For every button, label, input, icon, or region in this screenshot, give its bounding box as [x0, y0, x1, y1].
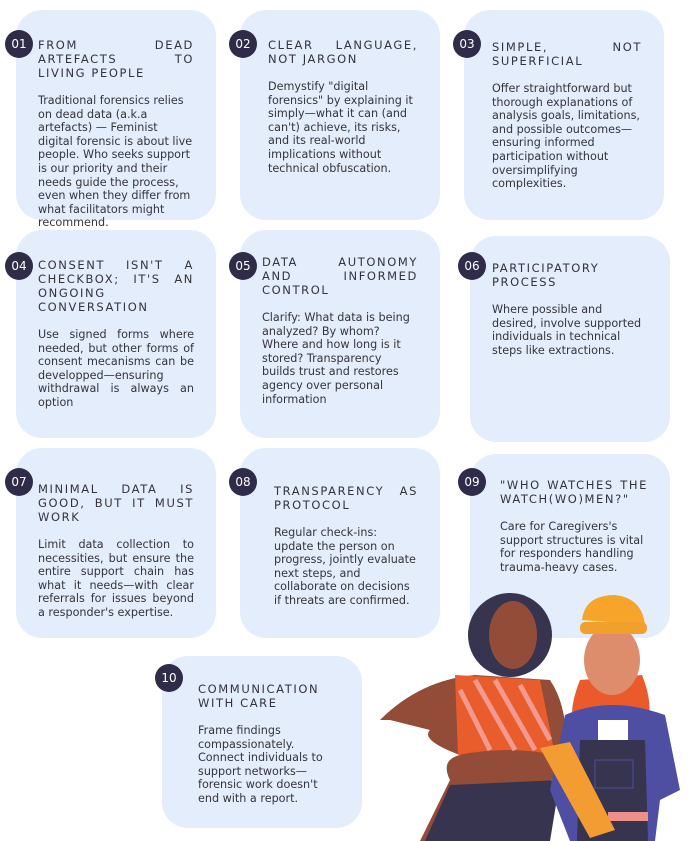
number-badge: 10 [155, 664, 183, 692]
principle-card-03: Simple, not superficial Offer straightfor… [464, 10, 664, 220]
number-badge: 05 [229, 252, 257, 280]
number-badge: 02 [229, 30, 257, 58]
card-title: Consent isn't a checkbox; it's an ongoin… [38, 258, 194, 314]
card-body: Demystify "digital forensics" by explain… [268, 80, 413, 175]
principle-card-02: Clear language, not jargon Demystify "dig… [240, 10, 440, 220]
number-badge: 01 [5, 30, 33, 58]
number-badge: 03 [453, 30, 481, 58]
card-body: Offer straightforward but thorough expla… [492, 82, 640, 191]
card-title: Clear language, not jargon [268, 38, 418, 66]
number-badge: 09 [458, 468, 486, 496]
card-title: Transparency as protocol [274, 484, 418, 512]
number-badge: 08 [229, 468, 257, 496]
principle-card-10: Communication with care Frame findings co… [162, 656, 362, 828]
card-title: Participatory process [492, 261, 600, 289]
card-title: Minimal data is good, but it must work [38, 482, 194, 524]
illustration-two-women [380, 593, 680, 841]
principle-card-01: From dead artefacts to living people Trad… [16, 10, 216, 229]
card-body: Care for Caregivers's support structures… [500, 520, 644, 574]
card-body: Traditional forensics relies on dead dat… [38, 94, 193, 230]
number-badge: 04 [5, 252, 33, 280]
card-body: Limit data collection to necessities, bu… [38, 538, 194, 619]
principle-card-08: Transparency as protocol Regular check-in… [240, 448, 440, 638]
card-body: Frame findings compassionately. Connect … [198, 724, 323, 805]
principle-card-06: Participatory process Where possible and … [470, 236, 670, 442]
number-badge: 07 [5, 468, 33, 496]
principle-card-05: Data autonomy and informed control Clarif… [240, 230, 440, 438]
card-title: Simple, not superficial [492, 40, 642, 68]
woman-right [540, 595, 680, 841]
woman-left [380, 593, 566, 841]
card-body: Regular check-ins: update the person on … [274, 526, 416, 607]
card-body: Clarify: What data is being analyzed? By… [262, 311, 410, 406]
principle-card-04: Consent isn't a checkbox; it's an ongoin… [16, 230, 216, 438]
card-body: Where possible and desired, involve supp… [492, 303, 642, 357]
number-badge: 06 [458, 252, 486, 280]
card-title: Data autonomy and informed control [262, 255, 418, 297]
card-title: "Who watches the watch(wo)men?" [500, 478, 648, 506]
card-title: Communication with care [198, 682, 320, 710]
card-title: From dead artefacts to living people [38, 38, 194, 80]
principle-card-07: Minimal data is good, but it must work Li… [16, 448, 216, 638]
card-body: Use signed forms where needed, but other… [38, 328, 194, 409]
